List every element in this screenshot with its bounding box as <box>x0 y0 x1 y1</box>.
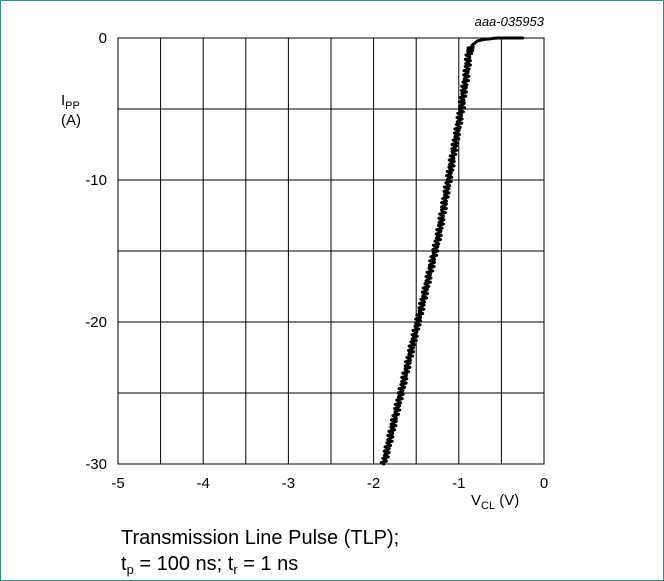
y-tick-label: -20 <box>85 314 107 331</box>
y-tick-label: -10 <box>85 172 107 189</box>
x-tick-label: -3 <box>282 475 295 492</box>
x-tick-label: -2 <box>367 475 380 492</box>
y-tick-label: -30 <box>85 456 107 473</box>
x-axis-label-unit: (V) <box>499 492 519 509</box>
series-line <box>379 36 525 466</box>
x-axis-label-sub: CL <box>481 500 495 512</box>
plot-border <box>117 37 545 465</box>
x-tick-label: -4 <box>197 475 210 492</box>
caption-t2: t <box>227 553 234 575</box>
y-axis-unit: (A) <box>61 112 81 129</box>
y-axis-label-main: I <box>61 92 65 109</box>
x-tick-label: -5 <box>111 475 124 492</box>
figure-id: aaa-035953 <box>475 14 545 29</box>
caption-t2-rest: = 1 ns <box>237 553 299 575</box>
caption-t1-sub: p <box>126 562 134 577</box>
caption-t1-rest: = 100 ns; <box>133 553 228 575</box>
x-tick-label: 0 <box>540 475 548 492</box>
x-axis-label: VCL (V) <box>471 492 519 512</box>
caption-t1: t <box>121 553 127 575</box>
caption-t2-sub: r <box>233 562 238 577</box>
y-tick-label: 0 <box>99 30 107 47</box>
grid <box>118 38 544 464</box>
caption-line-1: Transmission Line Pulse (TLP); <box>121 527 400 549</box>
x-tick-label: -1 <box>452 475 465 492</box>
tick-labels: -5 -4 -3 -2 -1 00-10-20-30 <box>85 30 548 492</box>
y-axis-label-sub: PP <box>65 100 80 112</box>
y-axis-label: IPP <box>61 92 80 112</box>
caption-line-2: tp = 100 ns; tr = 1 ns <box>121 553 298 576</box>
x-axis-label-main: V <box>471 492 481 509</box>
